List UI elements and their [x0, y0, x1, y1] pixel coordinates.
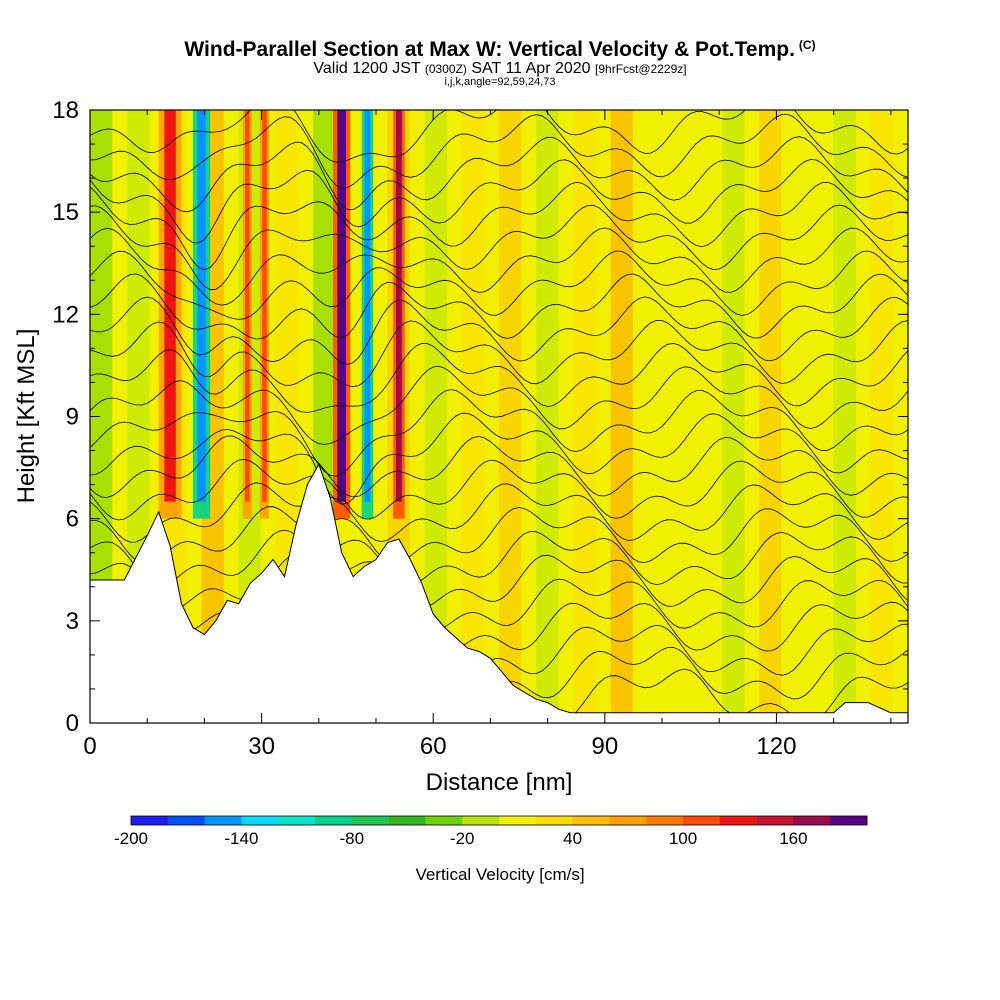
theta-contour: [90, 389, 908, 477]
theta-contour: [90, 227, 908, 306]
colorbar-swatch: [131, 816, 169, 825]
valid-date: SAT 11 Apr 2020: [471, 60, 591, 77]
updraft-cores: [158, 110, 405, 519]
theta-contour: [90, 158, 908, 244]
axes: 0 30 60 90 120 0 3 6 9 12 15 18: [52, 97, 908, 760]
field-band: [759, 110, 782, 723]
x-tick-label: 30: [248, 733, 275, 760]
colorbar-label: Vertical Velocity [cm/s]: [415, 865, 584, 884]
valid-prefix: Valid 1200 JST: [313, 60, 421, 77]
colorbar-tick-label: 40: [563, 829, 582, 848]
colorbar-swatch: [351, 816, 389, 825]
field-band: [573, 110, 596, 723]
forecast-label: [9hrFcst@2229z]: [595, 62, 687, 76]
theta-contour: [90, 114, 908, 189]
field-band: [610, 110, 633, 723]
theta-contour: [90, 273, 908, 340]
theta-contour: [90, 136, 908, 213]
y-tick-label: 0: [66, 710, 79, 737]
field-band: [536, 110, 559, 723]
colorbar-swatch: [572, 816, 610, 825]
colorbar-swatch: [315, 816, 353, 825]
theta-contour: [90, 529, 908, 588]
theta-contour: [90, 435, 908, 498]
theta-contour: [90, 482, 908, 543]
colorbar-swatch: [756, 816, 794, 825]
field-band: [647, 110, 671, 723]
theta-contour: [90, 181, 908, 271]
colorbar-swatch: [499, 816, 537, 825]
theta-contour: [90, 204, 908, 291]
colorbar-tick-label: -20: [450, 829, 475, 848]
core-inner: [164, 110, 176, 502]
field-band: [424, 110, 447, 723]
field-band: [796, 110, 819, 723]
chart-subtitle: Valid 1200 JST (0300Z) SAT 11 Apr 2020 […: [0, 60, 1000, 78]
y-tick-label: 9: [66, 404, 79, 431]
core-inner: [245, 110, 250, 502]
colorbar-tick-label: -200: [114, 829, 148, 848]
theta-contour: [90, 250, 908, 320]
colorbar-swatch: [167, 816, 205, 825]
y-tick-label: 15: [52, 199, 79, 226]
colorbar-swatch: [793, 816, 831, 825]
colorbar-swatch: [462, 816, 500, 825]
y-tick-label: 18: [52, 97, 79, 124]
colorbar-frame: [130, 815, 868, 826]
field-band: [90, 110, 113, 723]
field-band: [833, 110, 856, 723]
colorbar-swatch: [388, 816, 426, 825]
theta-contour: [90, 110, 908, 163]
field-band: [684, 110, 708, 723]
valid-zulu: (0300Z): [424, 62, 467, 76]
colorbar-tick-label: -80: [340, 829, 365, 848]
core-inner: [396, 110, 402, 502]
core-inner: [364, 110, 371, 502]
theta-contour: [90, 506, 908, 566]
colorbar-swatch: [719, 816, 757, 825]
terrain: [90, 462, 908, 723]
y-tick-label: 6: [66, 506, 79, 533]
terrain-mask: [90, 462, 908, 723]
field-band: [499, 110, 522, 723]
field-band: [870, 110, 894, 723]
title-tag: (C): [798, 38, 816, 52]
theta-contour: [90, 412, 908, 505]
x-tick-label: 120: [756, 733, 796, 760]
theta-contour: [90, 342, 908, 413]
colorbar-tick-label: 160: [779, 829, 807, 848]
field-band: [722, 110, 745, 723]
field-band: [461, 110, 485, 723]
colorbar-swatch: [425, 816, 463, 825]
colorbar-tick-label: 100: [669, 829, 697, 848]
colorbar-swatch: [278, 816, 316, 825]
colorbar-swatch: [241, 816, 279, 825]
theta-contour: [90, 553, 908, 610]
x-tick-label: 0: [83, 733, 96, 760]
x-tick-label: 90: [591, 733, 618, 760]
theta-contour: [90, 319, 908, 388]
core-inner: [337, 110, 346, 502]
colorbar-swatch: [683, 816, 721, 825]
y-tick-label: 12: [52, 301, 79, 328]
y-tick-label: 3: [66, 608, 79, 635]
chart-title: Wind-Parallel Section at Max W: Vertical…: [0, 38, 1000, 62]
colorbar: -200 -140 -80 -20 40 100 160: [114, 815, 868, 848]
colorbar-swatch: [609, 816, 647, 825]
colorbar-swatch: [830, 816, 868, 825]
colorbar-tick-label: -140: [224, 829, 258, 848]
y-axis-label: Height [Kft MSL]: [13, 329, 40, 504]
core-inner: [262, 110, 267, 502]
x-tick-label: 60: [420, 733, 447, 760]
x-axis-label: Distance [nm]: [426, 769, 573, 796]
colorbar-swatch: [535, 816, 573, 825]
title-main: Wind-Parallel Section at Max W: Vertical…: [184, 38, 795, 61]
theta-contour: [90, 365, 908, 445]
grid-indices: i,j,k,angle=92,59,24,73: [444, 76, 556, 88]
colorbar-swatch: [646, 816, 684, 825]
colorbar-swatch: [204, 816, 242, 825]
theta-contour: [90, 458, 908, 521]
theta-contour: [90, 296, 908, 365]
